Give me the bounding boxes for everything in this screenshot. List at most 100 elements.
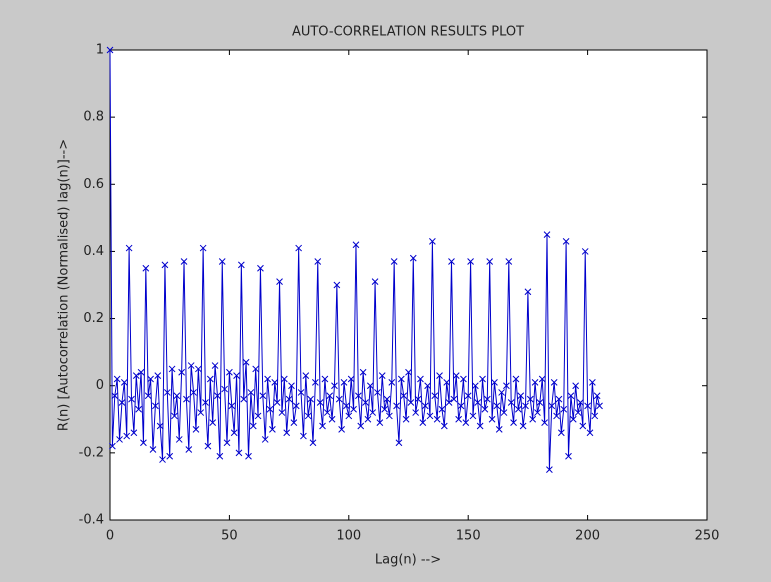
data-point xyxy=(409,254,417,262)
data-point xyxy=(204,442,212,450)
data-point xyxy=(589,379,596,386)
data-point xyxy=(173,392,181,400)
data-point xyxy=(503,382,510,390)
data-point xyxy=(354,392,362,400)
data-point xyxy=(472,382,479,390)
data-point xyxy=(304,412,312,420)
data-point xyxy=(393,402,400,410)
data-point xyxy=(109,442,116,450)
data-point xyxy=(419,419,427,426)
data-point xyxy=(319,422,326,430)
data-point xyxy=(517,392,525,400)
data-point xyxy=(226,368,233,376)
data-point xyxy=(491,379,498,386)
data-point xyxy=(574,409,582,416)
data-point xyxy=(462,419,470,426)
data-point xyxy=(553,412,560,420)
data-point xyxy=(352,241,360,249)
data-point xyxy=(448,258,455,265)
data-point xyxy=(550,379,558,386)
data-point xyxy=(486,258,494,265)
x-axis-label: Lag(n) --> xyxy=(375,553,441,568)
data-point xyxy=(596,402,603,410)
data-point xyxy=(366,382,374,390)
data-point xyxy=(178,368,185,376)
data-point xyxy=(242,358,250,366)
data-point xyxy=(168,365,176,373)
data-point xyxy=(247,389,255,396)
data-point xyxy=(106,46,114,54)
data-point xyxy=(395,439,403,447)
data-point xyxy=(295,244,303,252)
data-point xyxy=(390,258,398,265)
data-point xyxy=(202,399,209,406)
data-point xyxy=(118,399,126,406)
data-point xyxy=(433,415,441,423)
data-point xyxy=(488,415,496,423)
data-point xyxy=(288,382,295,390)
data-point xyxy=(252,365,260,373)
y-tick-label: 0.2 xyxy=(83,311,104,326)
data-point xyxy=(498,389,505,396)
data-point xyxy=(350,405,357,413)
data-point xyxy=(467,258,474,265)
data-point xyxy=(152,402,159,410)
data-point xyxy=(538,375,546,383)
data-point xyxy=(586,429,594,437)
data-point xyxy=(400,392,408,400)
data-point xyxy=(557,429,565,437)
data-point xyxy=(476,422,484,430)
data-point xyxy=(483,395,491,403)
data-point xyxy=(407,399,415,406)
data-point xyxy=(333,281,341,289)
data-point xyxy=(142,264,150,272)
data-point xyxy=(123,432,131,440)
data-point xyxy=(378,372,386,379)
data-point xyxy=(271,379,279,386)
data-point xyxy=(120,379,128,386)
data-point xyxy=(316,399,324,406)
data-point xyxy=(362,399,369,406)
data-point xyxy=(414,395,422,403)
data-point xyxy=(195,365,202,373)
data-point xyxy=(512,375,520,383)
data-point xyxy=(421,402,429,410)
data-point xyxy=(228,402,236,410)
data-point xyxy=(584,402,591,410)
data-point xyxy=(474,399,482,406)
data-point xyxy=(531,379,539,386)
data-point xyxy=(364,415,372,423)
data-point xyxy=(562,238,570,245)
y-tick-label: 1 xyxy=(96,43,104,58)
data-point xyxy=(429,238,436,245)
y-axis-label: R(n) [Autocorrelation (Normalised) lag(n… xyxy=(57,139,72,431)
data-point xyxy=(278,409,286,416)
data-point xyxy=(388,379,396,386)
data-point xyxy=(374,389,381,396)
data-point xyxy=(230,429,238,437)
data-point xyxy=(297,389,305,396)
data-point xyxy=(493,402,501,410)
data-point xyxy=(266,405,274,413)
data-point xyxy=(452,372,460,379)
x-tick-label: 200 xyxy=(575,529,600,544)
data-point xyxy=(326,392,334,400)
data-point xyxy=(285,395,293,403)
data-point xyxy=(457,402,465,410)
y-tick-label: 0.6 xyxy=(83,177,104,192)
data-point xyxy=(431,392,439,400)
data-point xyxy=(125,244,133,252)
data-point xyxy=(312,379,319,386)
data-point xyxy=(147,375,154,383)
series-line xyxy=(109,49,601,470)
data-point xyxy=(292,402,300,410)
data-point xyxy=(500,409,508,416)
data-point xyxy=(235,449,243,457)
data-point xyxy=(259,392,267,400)
data-point xyxy=(307,395,314,403)
data-point xyxy=(529,415,537,423)
data-point xyxy=(130,429,138,437)
data-point xyxy=(405,368,412,376)
